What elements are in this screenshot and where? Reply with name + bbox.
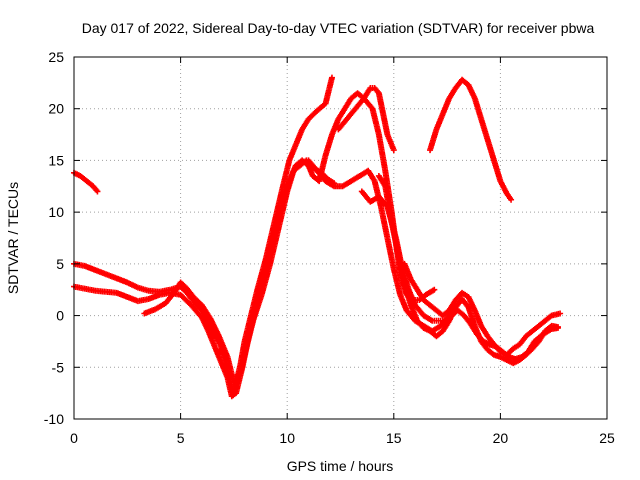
data-point	[557, 310, 564, 317]
x-tick-label: 5	[177, 430, 185, 446]
data-point	[390, 147, 397, 154]
series-arc-3	[141, 85, 397, 386]
y-tick-label: 25	[48, 49, 64, 65]
series-arc-9	[427, 76, 515, 203]
series-arc-8	[401, 260, 564, 358]
series-arc-early	[71, 169, 101, 195]
y-tick-label: 15	[48, 152, 64, 168]
plot-frame	[73, 56, 608, 420]
data-layer	[71, 74, 564, 400]
y-tick-label: 20	[48, 101, 64, 117]
axis-ticks: 0 5 10 15 20 25 -10 -5 0 5 10 15 20 25	[44, 49, 615, 446]
grid	[74, 57, 607, 419]
x-axis-label: GPS time / hours	[287, 458, 394, 474]
y-tick-label: 5	[56, 256, 64, 272]
chart-title: Day 017 of 2022, Sidereal Day-to-day VTE…	[82, 20, 595, 36]
y-tick-label: 0	[56, 308, 64, 324]
data-point	[508, 196, 515, 203]
data-point	[328, 74, 335, 81]
data-point	[431, 286, 438, 293]
x-tick-label: 25	[599, 430, 615, 446]
x-tick-label: 0	[70, 430, 78, 446]
data-point	[94, 188, 101, 195]
y-axis-label: SDTVAR / TECUs	[5, 182, 21, 294]
y-tick-label: -10	[44, 411, 64, 427]
x-tick-label: 15	[386, 430, 402, 446]
x-tick-label: 20	[493, 430, 509, 446]
data-point	[554, 323, 561, 330]
x-tick-label: 10	[279, 430, 295, 446]
y-tick-label: 10	[48, 204, 64, 220]
y-tick-label: -5	[52, 359, 65, 375]
